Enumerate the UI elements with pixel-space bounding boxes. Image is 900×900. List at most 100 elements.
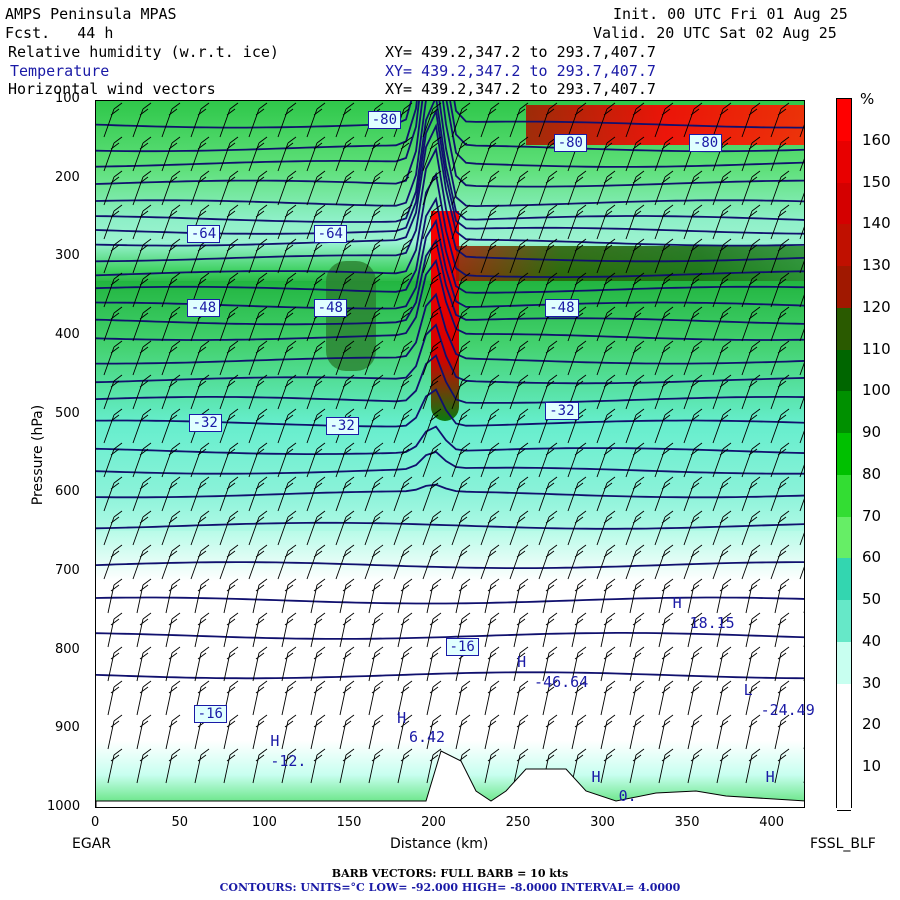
- wind-barb: [277, 170, 297, 206]
- wind-barb: [219, 170, 239, 206]
- colorbar-cell: [837, 224, 851, 269]
- wind-barb: [277, 442, 297, 478]
- wind-barb: [281, 714, 297, 750]
- wind-barb: [339, 646, 355, 682]
- colorbar-cell: [837, 516, 851, 561]
- wind-barb: [745, 680, 761, 716]
- wind-barb: [219, 306, 239, 342]
- wind-barb: [136, 748, 152, 784]
- wind-barb: [567, 442, 587, 478]
- wind-barb: [513, 714, 529, 750]
- wind-barb: [248, 476, 268, 512]
- wind-barb: [509, 476, 529, 512]
- wind-barb: [571, 612, 587, 648]
- wind-barb: [132, 544, 152, 580]
- wind-barb: [654, 136, 674, 172]
- wind-barb: [219, 442, 239, 478]
- wind-barb: [219, 476, 239, 512]
- wind-barb: [252, 578, 268, 614]
- wind-barb: [248, 408, 268, 444]
- x-tick-label: 400: [759, 815, 785, 830]
- wind-barb: [190, 238, 210, 274]
- wind-barb: [770, 272, 790, 308]
- wind-barb: [277, 136, 297, 172]
- colorbar-label: 30: [862, 673, 882, 692]
- wind-barb: [426, 646, 442, 682]
- isotherm-line: [96, 101, 804, 188]
- cross-section-plot: [95, 100, 805, 808]
- wind-barb: [683, 340, 703, 376]
- colorbar-cell: [837, 266, 851, 310]
- wind-barb: [190, 102, 210, 138]
- wind-barb: [799, 396, 804, 410]
- wind-barb: [716, 714, 732, 750]
- wind-barb: [567, 306, 587, 342]
- wind-barb: [596, 306, 616, 342]
- wind-barb: [132, 408, 152, 444]
- wind-barb: [451, 238, 471, 274]
- wind-barb: [600, 748, 616, 784]
- wind-barb: [132, 136, 152, 172]
- wind-barb: [422, 442, 442, 478]
- wind-barb: [451, 510, 471, 546]
- wind-barb: [712, 238, 732, 274]
- wind-barb: [596, 204, 616, 240]
- wind-barb: [136, 578, 152, 614]
- wind-barb: [397, 680, 413, 716]
- wind-barb: [774, 748, 790, 784]
- wind-barb: [136, 714, 152, 750]
- wind-barb: [393, 136, 413, 172]
- wind-barb: [745, 714, 761, 750]
- wind-barb: [625, 510, 645, 546]
- wind-barb: [683, 238, 703, 274]
- field-3-name: Horizontal wind vectors: [8, 80, 216, 98]
- wind-barb: [542, 612, 558, 648]
- wind-barb: [103, 476, 123, 512]
- extremum-label: H: [517, 653, 527, 672]
- x-tick-label: 300: [590, 815, 615, 830]
- wind-barb: [248, 374, 268, 410]
- wind-barb: [687, 680, 703, 716]
- wind-barb: [364, 442, 384, 478]
- colorbar-cell: [837, 641, 851, 686]
- wind-barb: [600, 578, 616, 614]
- isotherm-label: -48: [313, 299, 347, 318]
- wind-barb: [364, 170, 384, 206]
- wind-barb: [335, 442, 355, 478]
- wind-barb: [716, 680, 732, 716]
- wind-barb: [248, 272, 268, 308]
- wind-barb: [683, 102, 703, 138]
- wind-barb: [538, 374, 558, 410]
- wind-barb: [509, 102, 529, 138]
- x-tick-label: 50: [171, 815, 189, 830]
- extremum-label: H: [591, 767, 601, 786]
- wind-barb: [513, 578, 529, 614]
- x-tick-label: 100: [252, 815, 277, 830]
- rh-colorbar: [836, 98, 852, 811]
- terrain: [96, 750, 804, 807]
- wind-barb: [393, 476, 413, 512]
- wind-barb: [339, 748, 355, 784]
- wind-barb: [161, 544, 181, 580]
- wind-barb: [103, 272, 123, 308]
- wind-barb: [538, 102, 558, 138]
- wind-barb: [741, 408, 761, 444]
- isotherm-line: [96, 521, 804, 530]
- extremum-label: 6.42: [408, 728, 446, 747]
- wind-barb: [165, 714, 181, 750]
- wind-barb: [132, 476, 152, 512]
- wind-barb: [629, 646, 645, 682]
- colorbar-label: 70: [862, 506, 882, 525]
- wind-barb: [165, 680, 181, 716]
- wind-barb: [165, 612, 181, 648]
- wind-barb: [770, 476, 790, 512]
- wind-barb: [484, 612, 500, 648]
- colorbar-cell: [837, 725, 851, 770]
- wind-barb: [161, 238, 181, 274]
- wind-barb: [687, 748, 703, 784]
- wind-barb: [654, 442, 674, 478]
- wind-barb: [484, 578, 500, 614]
- wind-barb: [426, 578, 442, 614]
- extremum-label: L: [743, 681, 753, 699]
- wind-barb: [799, 124, 804, 138]
